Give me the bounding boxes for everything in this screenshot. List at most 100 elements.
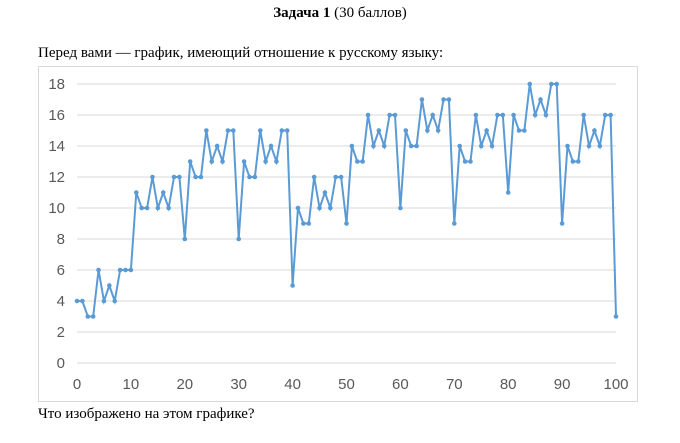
data-point bbox=[112, 298, 118, 304]
data-point bbox=[80, 298, 85, 304]
data-point bbox=[284, 128, 290, 133]
data-point bbox=[85, 314, 91, 319]
data-point bbox=[554, 81, 560, 87]
data-point bbox=[360, 159, 365, 164]
data-point bbox=[117, 267, 123, 273]
data-point bbox=[187, 159, 193, 164]
data-point bbox=[177, 174, 182, 180]
data-point bbox=[295, 205, 301, 211]
data-point bbox=[484, 128, 489, 133]
data-point bbox=[559, 221, 565, 226]
data-point bbox=[527, 81, 533, 87]
data-point bbox=[570, 159, 576, 164]
data-point bbox=[435, 128, 441, 133]
data-point bbox=[495, 112, 500, 118]
data-point bbox=[279, 128, 285, 133]
y-tick-label: 4 bbox=[57, 293, 65, 310]
x-tick-label: 70 bbox=[446, 376, 463, 393]
data-point bbox=[392, 112, 398, 118]
data-point bbox=[592, 128, 597, 133]
data-point bbox=[349, 143, 355, 149]
y-tick-label: 0 bbox=[57, 355, 65, 372]
data-point bbox=[414, 143, 419, 149]
data-point bbox=[457, 143, 462, 149]
data-point bbox=[365, 112, 371, 118]
data-point bbox=[344, 221, 349, 226]
y-tick-label: 10 bbox=[48, 200, 65, 217]
y-tick-label: 12 bbox=[48, 169, 65, 186]
x-tick-label: 10 bbox=[123, 376, 140, 393]
data-point bbox=[209, 159, 215, 164]
x-tick-label: 50 bbox=[338, 376, 355, 393]
data-point bbox=[139, 205, 144, 211]
x-tick-label: 90 bbox=[554, 376, 571, 393]
data-point bbox=[387, 112, 392, 118]
data-point bbox=[160, 190, 166, 195]
x-tick-label: 40 bbox=[284, 376, 301, 393]
data-point bbox=[317, 205, 322, 211]
data-point bbox=[166, 205, 171, 211]
x-tick-label: 60 bbox=[392, 376, 409, 393]
data-point bbox=[123, 267, 128, 273]
y-tick-label: 14 bbox=[48, 138, 65, 155]
data-point bbox=[446, 97, 452, 102]
data-point bbox=[500, 112, 506, 118]
x-tick-label: 30 bbox=[230, 376, 247, 393]
data-point bbox=[252, 174, 258, 180]
data-point bbox=[403, 128, 409, 133]
data-point bbox=[290, 283, 295, 288]
data-point bbox=[532, 112, 538, 118]
data-point bbox=[430, 112, 436, 118]
data-point bbox=[602, 112, 608, 118]
data-point bbox=[171, 174, 177, 180]
data-point bbox=[96, 267, 101, 273]
data-point bbox=[193, 174, 198, 180]
data-point bbox=[274, 159, 279, 164]
data-point bbox=[511, 112, 516, 118]
line-chart: 0 2 4 6 8 10 12 14 16 18 0 10 20 30 40 50 60 70 80 90 100 bbox=[48, 76, 628, 393]
data-point bbox=[204, 128, 209, 133]
data-point bbox=[214, 143, 220, 149]
y-tick-label: 6 bbox=[57, 262, 65, 279]
data-point bbox=[90, 314, 96, 319]
data-point bbox=[376, 128, 382, 133]
data-point bbox=[354, 159, 360, 164]
data-point bbox=[231, 128, 236, 133]
data-point bbox=[311, 174, 317, 180]
data-point bbox=[462, 159, 468, 164]
data-point bbox=[408, 143, 414, 149]
data-point bbox=[101, 298, 107, 304]
x-tick-label: 80 bbox=[500, 376, 517, 393]
data-point bbox=[489, 143, 495, 149]
data-point bbox=[543, 112, 549, 118]
data-point bbox=[597, 143, 603, 149]
task-title: Задача 1 (30 баллов) bbox=[0, 5, 680, 22]
question-text: Что изображено на этом графике? bbox=[38, 406, 255, 422]
data-point bbox=[225, 128, 231, 133]
data-point bbox=[425, 128, 430, 133]
data-point bbox=[263, 159, 268, 164]
data-point bbox=[182, 236, 188, 242]
data-point bbox=[522, 128, 527, 133]
x-tick-label: 0 bbox=[73, 376, 81, 393]
data-point bbox=[581, 112, 586, 118]
data-point bbox=[257, 128, 263, 133]
data-point bbox=[128, 267, 134, 273]
data-point bbox=[107, 283, 112, 288]
data-point bbox=[301, 221, 306, 226]
task-title-bold: Задача 1 bbox=[273, 5, 331, 21]
x-tick-label: 20 bbox=[176, 376, 193, 393]
data-point bbox=[549, 81, 554, 87]
data-point bbox=[150, 174, 155, 180]
data-point bbox=[613, 314, 619, 319]
data-point bbox=[586, 143, 592, 149]
intro-text: Перед вами — график, имеющий отношение к… bbox=[38, 45, 444, 61]
data-point bbox=[371, 143, 376, 149]
data-point bbox=[538, 97, 543, 102]
data-point bbox=[441, 97, 446, 102]
data-point bbox=[328, 205, 333, 211]
data-point bbox=[381, 143, 387, 149]
data-point bbox=[306, 221, 312, 226]
data-point bbox=[505, 190, 511, 195]
data-point bbox=[144, 205, 150, 211]
